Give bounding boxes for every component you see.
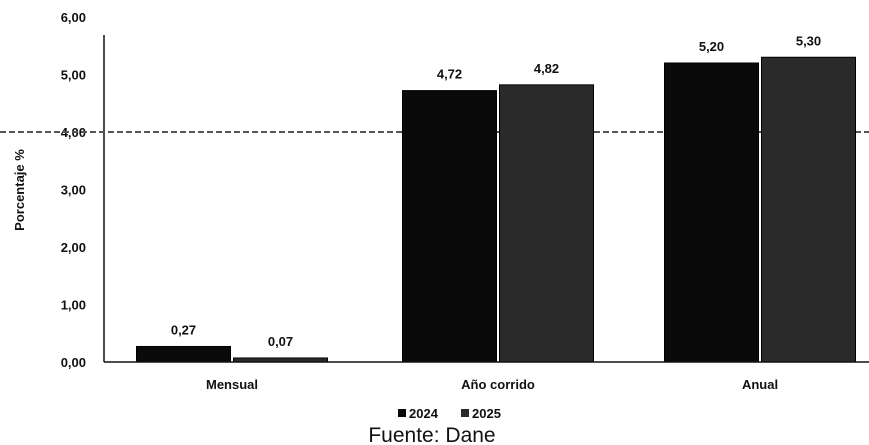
legend-swatch-2024 (398, 409, 406, 417)
bar-2025-1 (499, 84, 594, 363)
data-label: 4,82 (534, 61, 559, 76)
y-axis-ticks: 0,001,002,003,004,005,006,00 (61, 10, 86, 370)
data-label: 4,72 (437, 67, 462, 82)
bar-2024-0 (136, 345, 231, 363)
legend-label-2024: 2024 (409, 406, 439, 421)
x-axis-categories: Mensual Año corrido Anual (206, 377, 778, 392)
x-category-label: Mensual (206, 377, 258, 392)
x-category-label: Anual (742, 377, 778, 392)
y-tick-label: 2,00 (61, 240, 86, 255)
y-tick-label: 0,00 (61, 355, 86, 370)
y-tick-label: 3,00 (61, 183, 86, 198)
data-label: 5,20 (699, 39, 724, 54)
legend: 2024 2025 (398, 406, 501, 421)
bars-group: 0,27 0,07 4,72 4,82 5,20 5,30 (136, 33, 856, 363)
y-tick-label: 1,00 (61, 298, 86, 313)
bar-2025-2 (761, 56, 856, 363)
y-axis-title: Porcentaje % (12, 149, 27, 231)
legend-swatch-2025 (461, 409, 469, 417)
source-note: Fuente: Dane (368, 424, 495, 445)
y-tick-label: 5,00 (61, 68, 86, 83)
bar-2024-2 (664, 62, 759, 363)
y-tick-label: 6,00 (61, 10, 86, 25)
legend-label-2025: 2025 (472, 406, 501, 421)
data-label: 0,07 (268, 334, 293, 349)
data-label: 0,27 (171, 322, 196, 337)
x-category-label: Año corrido (461, 377, 535, 392)
bar-2024-1 (402, 90, 497, 363)
data-label: 5,30 (796, 33, 821, 48)
